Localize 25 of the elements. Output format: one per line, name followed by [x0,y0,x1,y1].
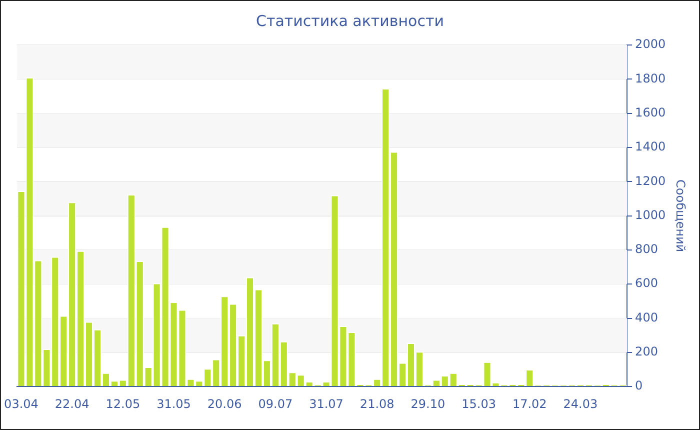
y-tick-label: 800 [635,242,658,256]
y-tick-label: 600 [635,276,658,290]
y-tick-label: 1800 [635,71,666,86]
x-tick-label: 09.07 [258,396,293,411]
x-tick-label: 22.04 [54,396,90,411]
y-tick-label: 400 [635,310,658,324]
y-tick-label: 1600 [635,105,666,120]
y-tick-label: 0 [635,378,643,393]
y-tick-label: 1000 [635,208,666,222]
chart-title: Статистика активности [256,12,444,30]
x-tick-label: 24.03 [563,396,598,411]
x-tick-label: 31.05 [156,396,191,411]
x-tick-label: 21.08 [360,396,394,411]
y-tick-label: 200 [635,344,658,359]
y-axis-title: Сообщений [674,180,688,252]
y-tick-label: 1400 [635,140,666,154]
x-tick-label: 31.07 [309,396,344,411]
x-tick-label: 29.10 [410,396,446,411]
x-tick-label: 03.04 [4,396,38,411]
x-tick-label: 20.06 [207,396,242,411]
x-tick-label: 15.03 [462,396,496,411]
y-tick-label: 1200 [635,174,666,188]
y-tick-label: 2000 [635,37,666,52]
x-tick-label: 12.05 [106,396,140,411]
x-tick-label: 17.02 [512,396,547,411]
